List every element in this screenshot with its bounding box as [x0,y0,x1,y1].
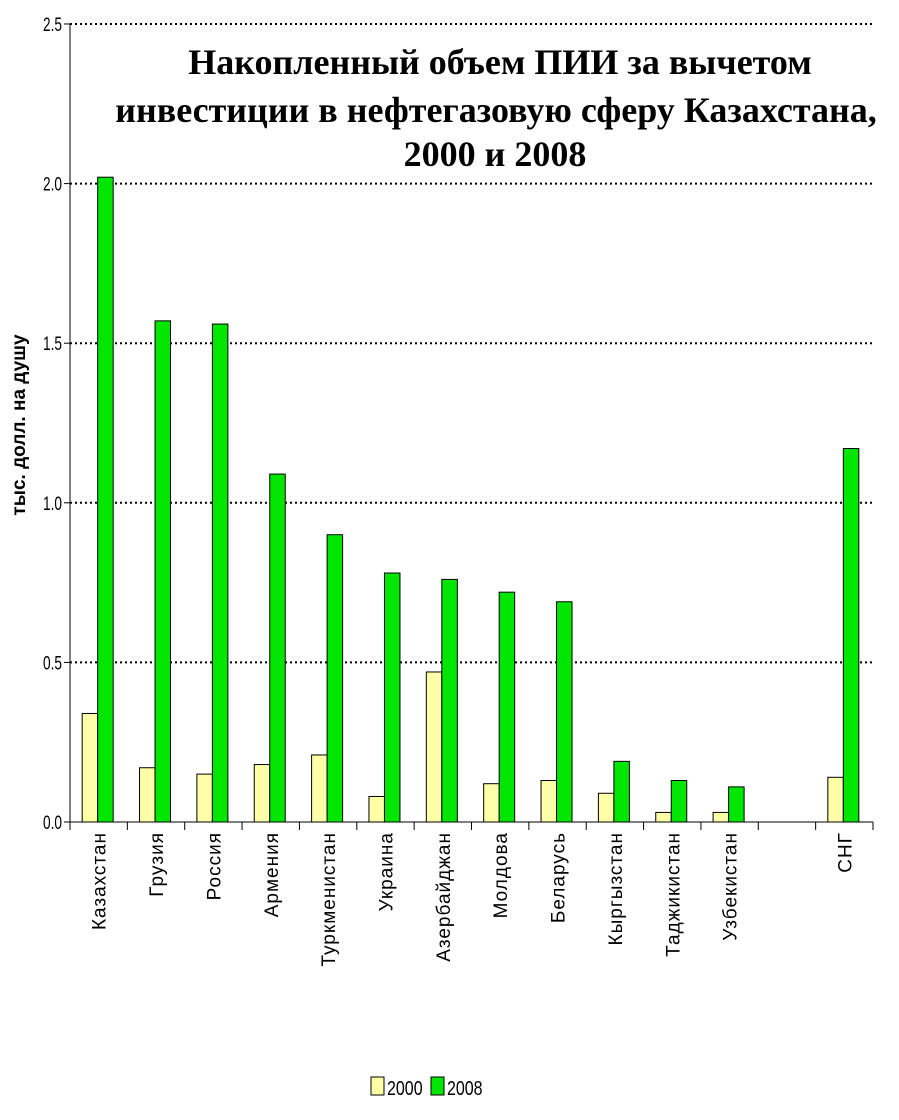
bar-2000 [425,671,443,823]
chart-title-line: инвестиции в нефтегазовую сферу Казахста… [115,90,876,130]
labels: 0.0 0.5 1.0 1.5 2.0 2.5 Казахстан Грузия Россия А… [9,14,856,967]
x-category-label: СНГ [835,832,856,873]
legend-swatch-2000 [370,1076,385,1096]
x-category-label: Армения [262,832,283,917]
bar-2008 [211,323,229,823]
bar-2000 [712,811,730,823]
bar-2000 [827,776,844,823]
y-tick-label: 2.0 [43,173,62,195]
x-category-label: Таджикистан [663,832,684,957]
bar-2000 [253,764,271,823]
x-category-label: Украина [376,832,397,911]
bar-2000 [597,792,615,823]
bar-2000 [540,780,558,823]
y-tick-label: 0.5 [43,652,62,674]
y-tick-label: 1.5 [43,333,62,355]
x-category-label: Узбекистан [721,832,742,941]
chart-title-line: 2000 и 2008 [404,134,587,174]
grid-lines [70,23,873,664]
bar-2008 [498,591,516,823]
bar-2000 [81,712,99,823]
bars [81,176,860,823]
bar-2008 [556,601,573,823]
bar-2008 [441,578,458,823]
bar-2000 [139,767,156,823]
bar-2000 [655,811,672,823]
bar-2008 [728,786,745,823]
bar-2008 [613,760,630,823]
x-category-label: Россия [204,832,225,900]
x-category-label: Азербайджан [434,832,455,962]
bar-2008 [670,780,688,823]
y-tick-label: 1.0 [43,493,62,515]
x-category-label: Беларусь [549,832,570,923]
y-axis-label: тыс. долл. на душу [9,334,30,516]
chart-title-line: Накопленный объем ПИИ за вычетом [188,42,811,82]
bar-2008 [383,572,401,823]
legend-label-2000: 2000 [387,1077,423,1099]
y-tick-label: 2.5 [43,14,62,36]
x-category-label: Кыргызстан [606,832,627,945]
bar-2000 [483,783,500,823]
x-category-label: Туркменистан [319,832,340,967]
bar-2008 [842,448,860,823]
bar-2000 [368,795,385,823]
bar-2008 [269,473,286,823]
legend-swatch-2008 [430,1076,445,1096]
x-category-label: Грузия [147,832,168,897]
legend-label-2008: 2008 [447,1077,483,1099]
bar-2000 [196,773,213,823]
bar-2008 [97,176,114,823]
bar-2008 [154,320,172,823]
bar-2000 [311,754,328,823]
chart-title: Накопленный объем ПИИ за вычетом инвестиц… [115,42,876,174]
x-category-label: Казахстан [90,832,111,930]
bar-2008 [326,534,344,823]
legend: 2000 2008 [370,1076,483,1099]
y-tick-label: 0.0 [43,812,62,834]
x-category-label: Молдова [491,832,512,918]
